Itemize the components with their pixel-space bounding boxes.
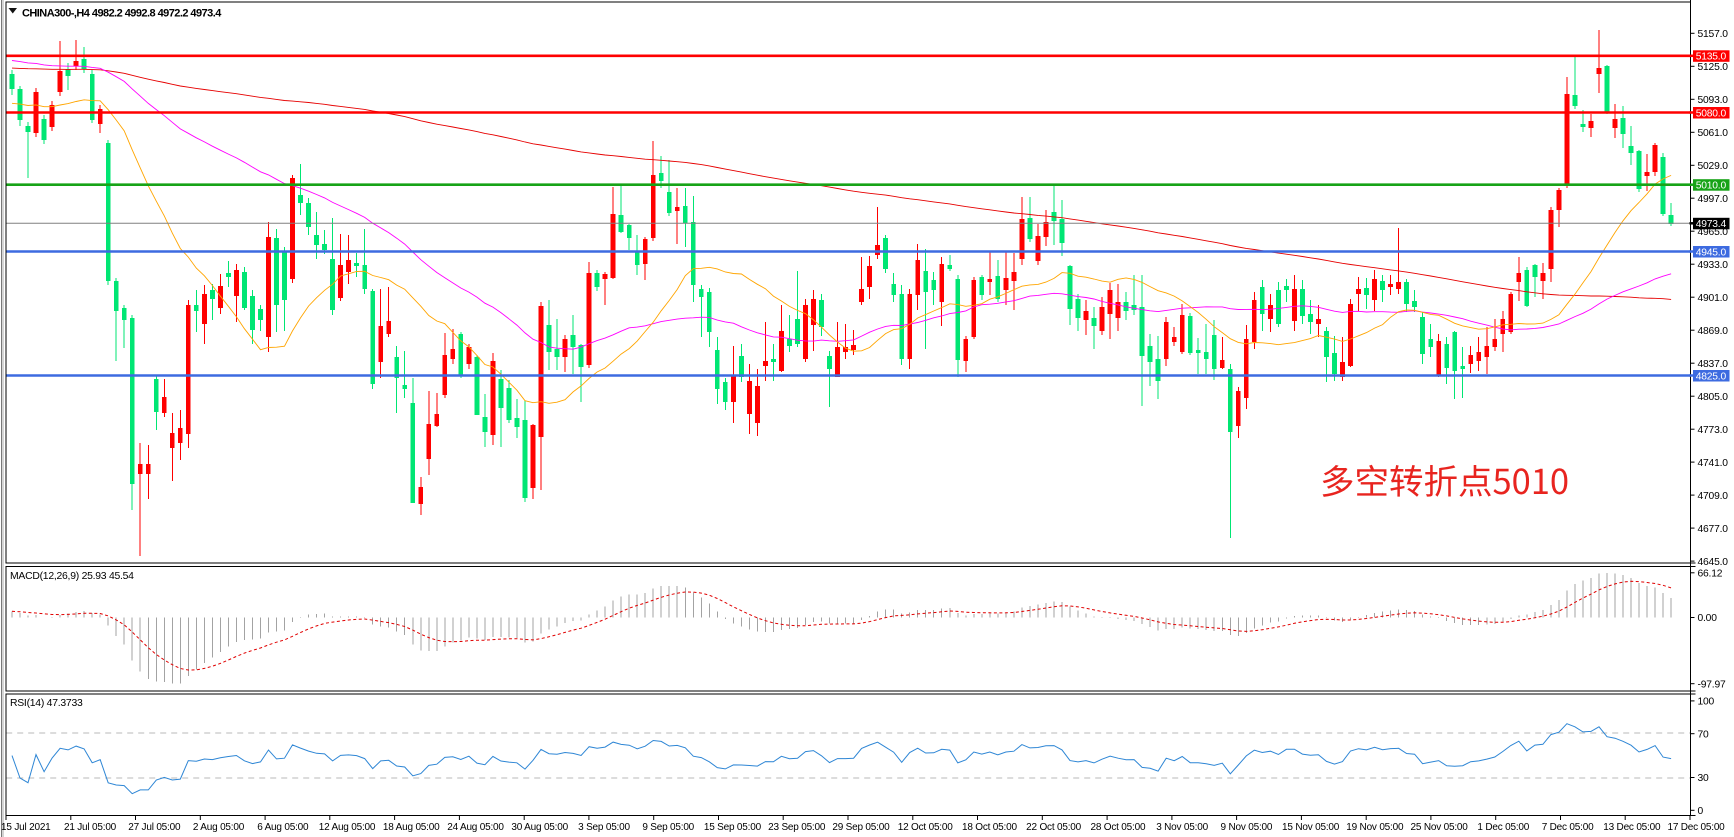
svg-text:6 Aug 05:00: 6 Aug 05:00 — [257, 822, 309, 833]
svg-text:4997.0: 4997.0 — [1698, 194, 1729, 205]
svg-text:9 Sep 05:00: 9 Sep 05:00 — [642, 822, 694, 833]
svg-text:3 Sep 05:00: 3 Sep 05:00 — [578, 822, 630, 833]
svg-text:4933.0: 4933.0 — [1698, 260, 1729, 271]
svg-text:24 Aug 05:00: 24 Aug 05:00 — [447, 822, 504, 833]
svg-text:100: 100 — [1698, 697, 1715, 708]
svg-text:4901.0: 4901.0 — [1698, 293, 1729, 304]
svg-text:28 Oct 05:00: 28 Oct 05:00 — [1090, 822, 1145, 833]
svg-text:5061.0: 5061.0 — [1698, 128, 1729, 139]
svg-text:5135.0: 5135.0 — [1696, 52, 1727, 63]
svg-text:4709.0: 4709.0 — [1698, 491, 1729, 502]
svg-text:2 Aug 05:00: 2 Aug 05:00 — [193, 822, 245, 833]
svg-text:RSI(14) 47.3733: RSI(14) 47.3733 — [10, 698, 83, 709]
svg-text:30 Aug 05:00: 30 Aug 05:00 — [511, 822, 568, 833]
svg-text:4973.4: 4973.4 — [1696, 219, 1727, 230]
svg-text:4945.0: 4945.0 — [1696, 247, 1727, 258]
svg-text:7 Dec 05:00: 7 Dec 05:00 — [1542, 822, 1594, 833]
svg-text:4773.0: 4773.0 — [1698, 425, 1729, 436]
svg-text:0.00: 0.00 — [1698, 613, 1718, 624]
svg-text:25 Nov 05:00: 25 Nov 05:00 — [1411, 822, 1469, 833]
svg-text:15 Nov 05:00: 15 Nov 05:00 — [1282, 822, 1340, 833]
svg-text:5029.0: 5029.0 — [1698, 161, 1729, 172]
svg-text:1 Dec 05:00: 1 Dec 05:00 — [1477, 822, 1529, 833]
svg-text:4825.0: 4825.0 — [1696, 371, 1727, 382]
svg-text:4965.0: 4965.0 — [1698, 227, 1729, 238]
svg-text:17 Dec 05:00: 17 Dec 05:00 — [1667, 822, 1725, 833]
svg-text:5157.0: 5157.0 — [1698, 29, 1729, 40]
svg-text:13 Dec 05:00: 13 Dec 05:00 — [1603, 822, 1661, 833]
svg-text:MACD(12,26,9) 25.93 45.54: MACD(12,26,9) 25.93 45.54 — [10, 571, 134, 582]
svg-text:30: 30 — [1698, 773, 1710, 784]
svg-text:27 Jul 05:00: 27 Jul 05:00 — [128, 822, 181, 833]
svg-text:3 Nov 05:00: 3 Nov 05:00 — [1156, 822, 1208, 833]
svg-text:12 Oct 05:00: 12 Oct 05:00 — [898, 822, 953, 833]
svg-text:4741.0: 4741.0 — [1698, 458, 1729, 469]
svg-text:15 Sep 05:00: 15 Sep 05:00 — [704, 822, 762, 833]
svg-text:5093.0: 5093.0 — [1698, 95, 1729, 106]
svg-text:4677.0: 4677.0 — [1698, 524, 1729, 535]
svg-text:19 Nov 05:00: 19 Nov 05:00 — [1346, 822, 1404, 833]
svg-text:9 Nov 05:00: 9 Nov 05:00 — [1221, 822, 1273, 833]
svg-text:-97.97: -97.97 — [1698, 679, 1726, 690]
svg-text:70: 70 — [1698, 729, 1710, 740]
svg-text:12 Aug 05:00: 12 Aug 05:00 — [319, 822, 376, 833]
svg-text:4837.0: 4837.0 — [1698, 359, 1729, 370]
svg-text:CHINA300-,H4 4982.2 4992.8 49: CHINA300-,H4 4982.2 4992.8 4972.2 4973.4 — [22, 8, 222, 20]
svg-text:4805.0: 4805.0 — [1698, 392, 1729, 403]
svg-text:5080.0: 5080.0 — [1696, 108, 1727, 119]
svg-text:0: 0 — [1698, 806, 1704, 817]
svg-text:5125.0: 5125.0 — [1698, 62, 1729, 73]
svg-text:21 Jul 05:00: 21 Jul 05:00 — [64, 822, 117, 833]
svg-text:66.12: 66.12 — [1698, 569, 1723, 580]
svg-text:29 Sep 05:00: 29 Sep 05:00 — [832, 822, 890, 833]
svg-text:4645.0: 4645.0 — [1698, 557, 1729, 568]
svg-text:22 Oct 05:00: 22 Oct 05:00 — [1026, 822, 1081, 833]
svg-text:18 Aug 05:00: 18 Aug 05:00 — [383, 822, 440, 833]
svg-text:23 Sep 05:00: 23 Sep 05:00 — [768, 822, 826, 833]
svg-text:18 Oct 05:00: 18 Oct 05:00 — [962, 822, 1017, 833]
svg-text:4869.0: 4869.0 — [1698, 326, 1729, 337]
svg-text:5010.0: 5010.0 — [1696, 181, 1727, 192]
svg-text:15 Jul 2021: 15 Jul 2021 — [1, 822, 51, 833]
